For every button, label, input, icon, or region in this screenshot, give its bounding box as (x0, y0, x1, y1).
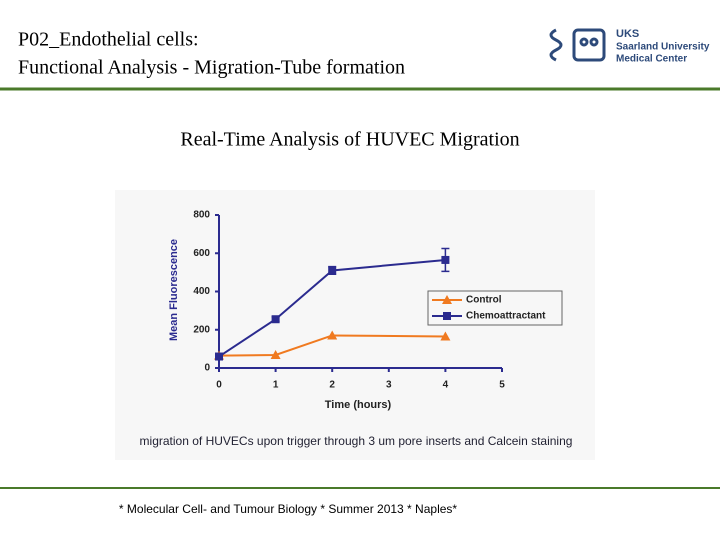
y-axis-label: Mean Fluorescence (168, 239, 180, 341)
header-title: Functional Analysis - Migration-Tube for… (18, 57, 405, 79)
logo-text: UKS (616, 28, 639, 40)
y-tick-label: 200 (193, 324, 210, 335)
legend-label: Control (466, 295, 502, 306)
data-point (328, 266, 337, 275)
x-tick-label: 0 (216, 380, 222, 391)
logo-text: Medical Center (616, 54, 687, 65)
x-axis-label: Time (hours) (325, 399, 392, 411)
y-tick-label: 0 (204, 363, 210, 374)
legend-marker (442, 295, 452, 304)
legend-box (427, 290, 563, 326)
header-title: P02_Endothelial cells: (18, 29, 199, 51)
caption: migration of HUVECs upon trigger through… (140, 434, 573, 448)
y-tick-label: 800 (193, 210, 210, 221)
data-point (327, 330, 338, 340)
data-point (440, 331, 451, 341)
chart-title: Real-Time Analysis of HUVEC Migration (180, 129, 519, 151)
x-tick-label: 5 (499, 380, 505, 391)
data-point (270, 349, 281, 359)
legend-marker (443, 312, 451, 320)
y-tick-label: 400 (193, 286, 210, 297)
logo-text: Saarland University (616, 42, 710, 53)
data-point (271, 315, 280, 324)
data-point (215, 352, 223, 361)
y-tick-label: 600 (193, 248, 210, 259)
x-tick-label: 3 (386, 380, 392, 391)
logo-icon (549, 28, 606, 62)
data-point (441, 255, 450, 264)
footer-text: * Molecular Cell- and Tumour Biology * S… (119, 502, 457, 516)
x-tick-label: 2 (329, 380, 335, 391)
series-line (218, 258, 446, 358)
series-line (218, 334, 446, 357)
legend-label: Chemoattractant (466, 311, 546, 322)
x-tick-label: 1 (273, 380, 279, 391)
x-tick-label: 4 (443, 380, 449, 391)
